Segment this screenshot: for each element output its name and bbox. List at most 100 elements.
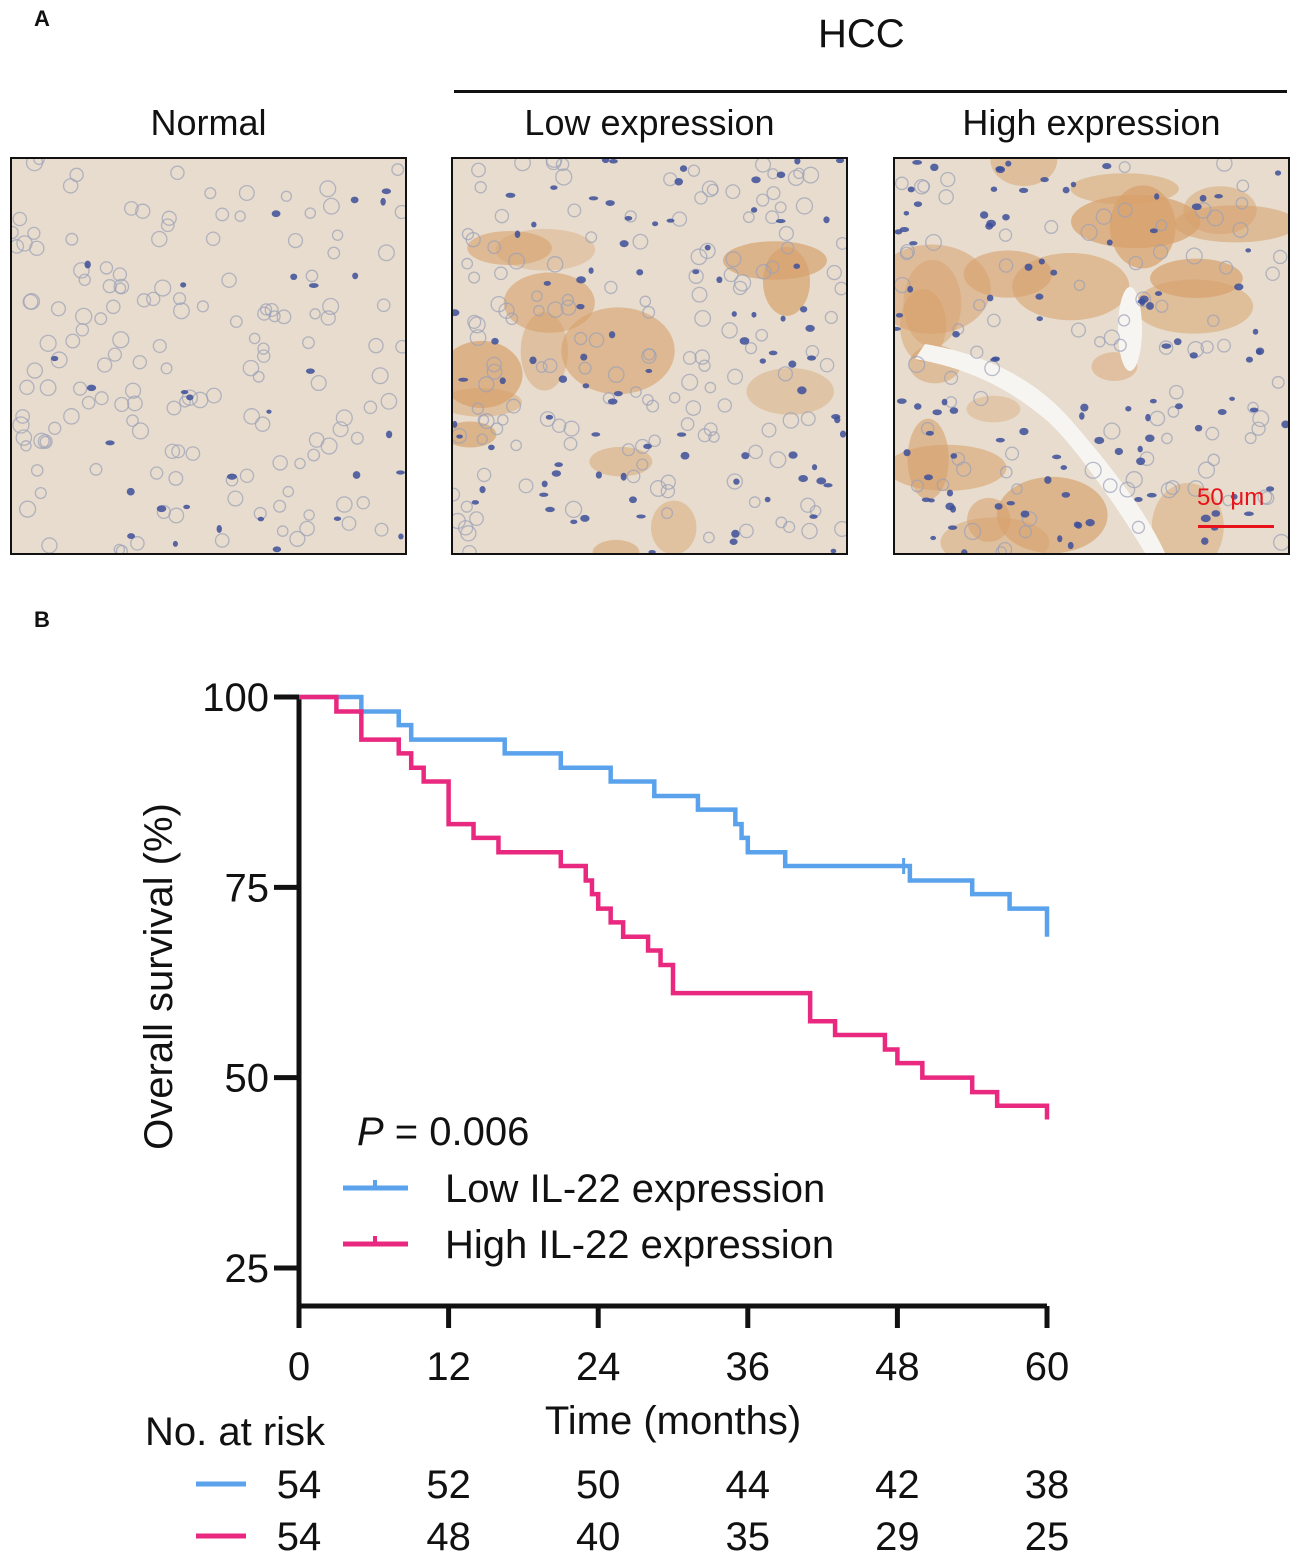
- lymphocyte-nucleus: [716, 276, 723, 284]
- hepatocyte-nucleus: [471, 162, 486, 178]
- hepatocyte-nucleus: [648, 434, 661, 448]
- lymphocyte-nucleus: [1085, 518, 1095, 527]
- lymphocyte-nucleus: [834, 416, 841, 424]
- lymphocyte-nucleus: [949, 407, 959, 414]
- hepatocyte-nucleus: [50, 351, 68, 369]
- hepatocyte-nucleus: [697, 428, 712, 443]
- lymphocyte-nucleus: [629, 496, 637, 504]
- hepatocyte-nucleus: [925, 233, 942, 251]
- hcc-group-title: HCC: [818, 12, 905, 56]
- hepatocyte-nucleus: [1265, 266, 1280, 281]
- hepatocyte-nucleus: [461, 257, 474, 270]
- lymphocyte-nucleus: [1125, 405, 1132, 412]
- risk-count: 42: [875, 1463, 920, 1507]
- lymphocyte-nucleus: [816, 477, 827, 485]
- lymphocyte-nucleus: [947, 525, 958, 530]
- lymphocyte-nucleus: [576, 276, 586, 284]
- hepatocyte-nucleus: [221, 272, 237, 288]
- hepatocyte-nucleus: [636, 458, 649, 471]
- hepatocyte-nucleus: [682, 350, 697, 365]
- hepatocyte-nucleus: [769, 451, 787, 469]
- hepatocyte-nucleus: [304, 207, 317, 219]
- hepatocyte-nucleus: [114, 396, 130, 412]
- hepatocyte-nucleus: [660, 483, 676, 499]
- lymphocyte-nucleus: [290, 273, 298, 281]
- lymphocyte-nucleus: [1154, 193, 1160, 200]
- hepatocyte-nucleus: [204, 187, 217, 200]
- lymphocyte-nucleus: [1137, 445, 1143, 453]
- lymphocyte-nucleus: [914, 403, 922, 410]
- lymphocyte-nucleus: [941, 398, 948, 406]
- hepatocyte-nucleus: [800, 411, 816, 427]
- lymphocyte-nucleus: [1094, 436, 1105, 445]
- hepatocyte-nucleus: [913, 178, 930, 195]
- lymphocyte-nucleus: [788, 360, 797, 368]
- panel-a-letter: A: [34, 6, 50, 31]
- lymphocyte-nucleus: [764, 496, 771, 503]
- hepatocyte-nucleus: [460, 500, 473, 513]
- hepatocyte-nucleus: [12, 239, 25, 254]
- lymphocyte-nucleus: [84, 260, 91, 269]
- lymphocyte-nucleus: [1035, 293, 1044, 300]
- hepatocyte-nucleus: [951, 452, 966, 466]
- hepatocyte-nucleus: [476, 467, 492, 483]
- hepatocyte-nucleus: [94, 391, 109, 406]
- ihc-image-normal: [10, 157, 407, 555]
- hepatocyte-nucleus: [1094, 336, 1106, 348]
- lymphocyte-nucleus: [776, 171, 786, 179]
- lymphocyte-nucleus: [799, 306, 808, 313]
- lymphocyte-nucleus: [156, 505, 167, 513]
- hepatocyte-nucleus: [471, 402, 485, 415]
- hepatocyte-nucleus: [486, 363, 503, 380]
- lymphocyte-nucleus: [271, 210, 281, 218]
- lymphocyte-nucleus: [1134, 496, 1143, 502]
- lymphocyte-nucleus: [541, 480, 548, 488]
- hepatocyte-nucleus: [621, 443, 636, 457]
- hepatocyte-nucleus: [1252, 410, 1270, 428]
- hepatocyte-nucleus: [124, 382, 142, 399]
- hepatocyte-nucleus: [936, 478, 950, 492]
- hepatocyte-nucleus: [547, 301, 564, 318]
- hepatocyte-nucleus: [694, 309, 712, 327]
- hepatocyte-nucleus: [1207, 314, 1220, 328]
- hepatocyte-nucleus: [694, 349, 710, 365]
- hepatocyte-nucleus: [639, 295, 652, 308]
- lymphocyte-nucleus: [1281, 420, 1288, 429]
- tile-label-low: Low expression: [524, 102, 775, 143]
- hepatocyte-nucleus: [1219, 260, 1234, 275]
- hepatocyte-nucleus: [113, 543, 126, 553]
- hepatocyte-nucleus: [795, 197, 814, 215]
- hepatocyte-nucleus: [65, 232, 79, 246]
- lymphocyte-nucleus: [1274, 170, 1282, 176]
- dab-stain-patch: [467, 230, 552, 266]
- dab-stain-patch: [589, 446, 653, 477]
- lymphocyte-nucleus: [1201, 537, 1209, 545]
- lymphocyte-nucleus: [788, 451, 798, 459]
- hepatocyte-nucleus: [706, 183, 719, 196]
- hepatocyte-nucleus: [973, 390, 989, 407]
- hepatocyte-nucleus: [363, 400, 378, 415]
- hepatocyte-nucleus: [254, 416, 271, 432]
- lymphocyte-nucleus: [676, 432, 687, 437]
- hepatocyte-nucleus: [793, 167, 805, 180]
- hepatocyte-nucleus: [1167, 406, 1180, 418]
- lymphocyte-nucleus: [1249, 407, 1259, 413]
- hepatocyte-nucleus: [460, 525, 477, 542]
- hepatocyte-nucleus: [164, 443, 181, 460]
- hepatocyte-nucleus: [778, 225, 794, 242]
- hepatocyte-nucleus: [733, 274, 752, 292]
- panel-b-letter: B: [34, 607, 50, 632]
- hepatocyte-nucleus: [130, 536, 145, 551]
- hepatocyte-nucleus: [73, 262, 90, 279]
- lymphocyte-nucleus: [927, 498, 935, 503]
- y-tick-label: 75: [225, 866, 270, 910]
- hepatocyte-nucleus: [1206, 209, 1224, 227]
- hepatocyte-nucleus: [469, 329, 487, 347]
- hepatocyte-nucleus: [112, 331, 130, 349]
- dab-stain-patch: [895, 444, 1007, 491]
- hepatocyte-nucleus: [781, 241, 795, 255]
- lymphocyte-nucleus: [907, 285, 914, 293]
- hepatocyte-nucleus: [391, 163, 405, 176]
- hepatocyte-nucleus: [331, 229, 344, 241]
- hepatocyte-nucleus: [239, 468, 255, 483]
